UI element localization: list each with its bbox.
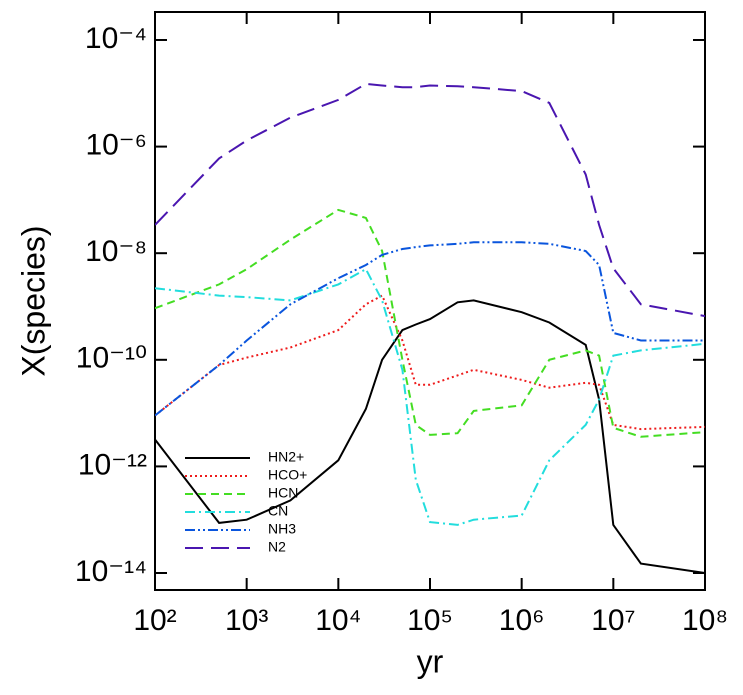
legend-label: NH3	[268, 521, 296, 537]
legend-label: HN2+	[268, 449, 304, 465]
legend-label: HCN	[268, 485, 298, 501]
series-line	[155, 208, 705, 438]
y-tick-label: 10⁻¹²	[78, 448, 147, 481]
legend-label: CN	[268, 503, 288, 519]
series-line	[155, 299, 705, 574]
y-tick-label: 10⁻⁸	[85, 235, 147, 268]
series-line	[155, 241, 705, 417]
x-tick-label: 10³	[225, 604, 268, 637]
series-line	[155, 294, 705, 431]
x-axis-label: yr	[417, 643, 444, 679]
y-tick-label: 10⁻¹⁰	[76, 342, 147, 375]
y-tick-label: 10⁻⁶	[85, 129, 147, 162]
x-tick-label: 10⁴	[315, 604, 361, 637]
y-tick-label: 10⁻⁴	[85, 22, 147, 55]
x-tick-label: 10⁷	[591, 604, 635, 637]
series-line	[155, 267, 705, 526]
x-tick-label: 10⁵	[407, 604, 453, 637]
x-tick-label: 10²	[133, 604, 176, 637]
x-tick-label: 10⁶	[499, 604, 545, 637]
plot-frame	[154, 11, 706, 591]
series-line	[155, 82, 705, 318]
x-tick-label: 10⁸	[682, 604, 728, 637]
legend-label: HCO+	[268, 467, 307, 483]
y-axis-label: X(species)	[15, 225, 51, 376]
legend-label: N2	[268, 539, 286, 555]
y-tick-label: 10⁻¹⁴	[75, 555, 147, 588]
